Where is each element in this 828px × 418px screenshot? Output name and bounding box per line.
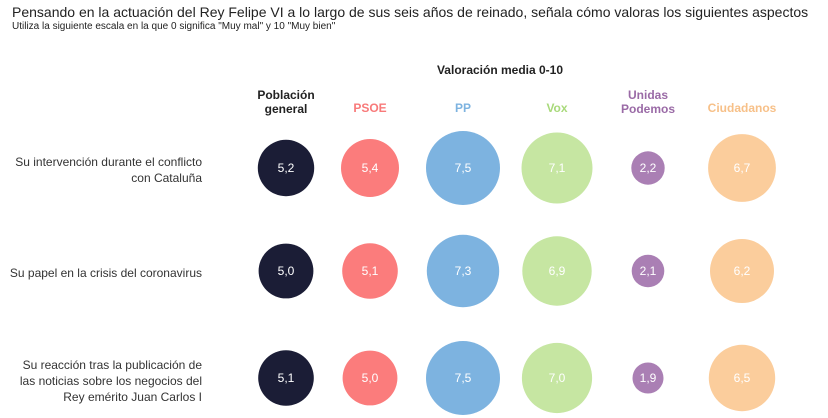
bubble-label-5-0: 6,7 [734, 161, 751, 175]
series-header-5-line-0: Ciudadanos [707, 101, 777, 115]
bubble-label-1-1: 5,1 [362, 264, 379, 278]
bubble-label-4-1: 2,1 [640, 264, 657, 278]
bubble-1-2 [342, 350, 398, 406]
chart-title: Pensando en la actuación del Rey Felipe … [12, 4, 809, 20]
series-header-0-line-0: Población [257, 88, 315, 102]
bubble-0-0 [257, 139, 315, 197]
category-label-2-line-0: Su reacción tras la publicación de [22, 358, 202, 372]
series-header-2-line-0: PP [454, 101, 471, 115]
series-header-0-line-1: general [264, 102, 308, 116]
bubble-label-1-0: 5,4 [362, 161, 379, 175]
bubble-1-0 [341, 139, 399, 197]
series-header-4-line-1: Podemos [620, 102, 675, 116]
category-label-2-line-2: Rey emérito Juan Carlos I [63, 390, 202, 404]
category-label-0-line-1: con Cataluña [131, 171, 202, 185]
bubble-label-4-0: 2,2 [640, 161, 657, 175]
bubble-label-0-1: 5,0 [278, 264, 295, 278]
category-label-0-line-0: Su intervención durante el conflicto [15, 155, 202, 169]
bubble-0-2 [258, 350, 314, 406]
series-header-4-line-0: Unidas [627, 88, 668, 102]
chart-subtitle: Utiliza la siguiente escala en la que 0 … [12, 21, 336, 32]
bubble-3-0 [521, 132, 593, 204]
bubble-label-0-2: 5,1 [278, 371, 295, 385]
bubble-4-1 [631, 254, 665, 288]
bubble-5-0 [708, 134, 776, 202]
bubble-label-2-0: 7,5 [455, 161, 472, 175]
bubble-label-3-2: 7,0 [549, 371, 566, 385]
bubble-5-1 [710, 239, 774, 303]
bubble-5-2 [708, 344, 776, 412]
bubble-label-5-2: 6,5 [734, 371, 751, 385]
value-heading: Valoración media 0-10 [436, 63, 564, 77]
bubble-label-3-0: 7,1 [549, 161, 566, 175]
bubble-1-1 [342, 243, 398, 299]
bubble-label-3-1: 6,9 [549, 264, 566, 278]
bubble-4-0 [631, 151, 665, 185]
series-header-3-line-0: Vox [546, 101, 568, 115]
series-header-1-line-0: PSOE [353, 101, 387, 115]
bubble-3-2 [521, 342, 593, 414]
category-label-2-line-1: las noticias sobre los negocios del [19, 374, 202, 388]
bubble-0-1 [258, 243, 314, 299]
bubble-label-2-1: 7,3 [455, 264, 472, 278]
bubble-label-2-2: 7,5 [455, 371, 472, 385]
bubble-2-2 [426, 341, 500, 415]
bubble-3-1 [522, 236, 592, 306]
bubble-label-0-0: 5,2 [278, 161, 295, 175]
bubble-4-2 [632, 362, 664, 394]
bubble-2-1 [426, 234, 500, 308]
bubble-label-5-1: 6,2 [734, 264, 751, 278]
bubble-label-1-2: 5,0 [362, 371, 379, 385]
category-label-1-line-0: Su papel en la crisis del coronavirus [9, 266, 202, 280]
bubble-2-0 [426, 131, 500, 205]
bubble-label-4-2: 1,9 [640, 371, 657, 385]
